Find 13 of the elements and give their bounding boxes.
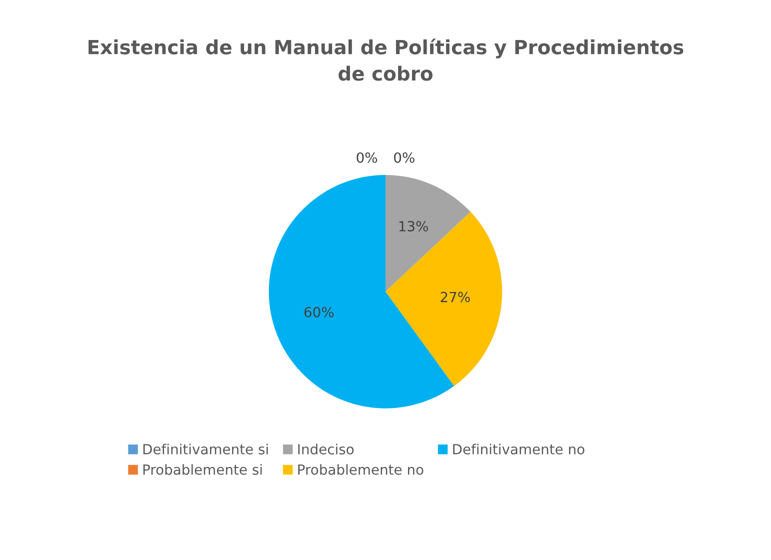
data-label: 27% [440,292,470,302]
chart-title: Existencia de un Manual de Políticas y Procedimientos de cobro [88,38,684,81]
text: 0% [394,152,414,163]
legend-label: Probablemente no [298,464,424,475]
text: 0% [356,152,378,163]
legend-label: Probablemente si [143,464,262,475]
data-label: 60% [304,306,334,318]
legend-label: Definitivamente si [143,444,268,454]
legend-label: Indeciso [298,444,354,454]
legend-label: Definitivamente no [453,444,584,454]
data-label: 13% [399,220,428,232]
pie-slice [386,212,502,386]
pie-slice [386,175,471,292]
